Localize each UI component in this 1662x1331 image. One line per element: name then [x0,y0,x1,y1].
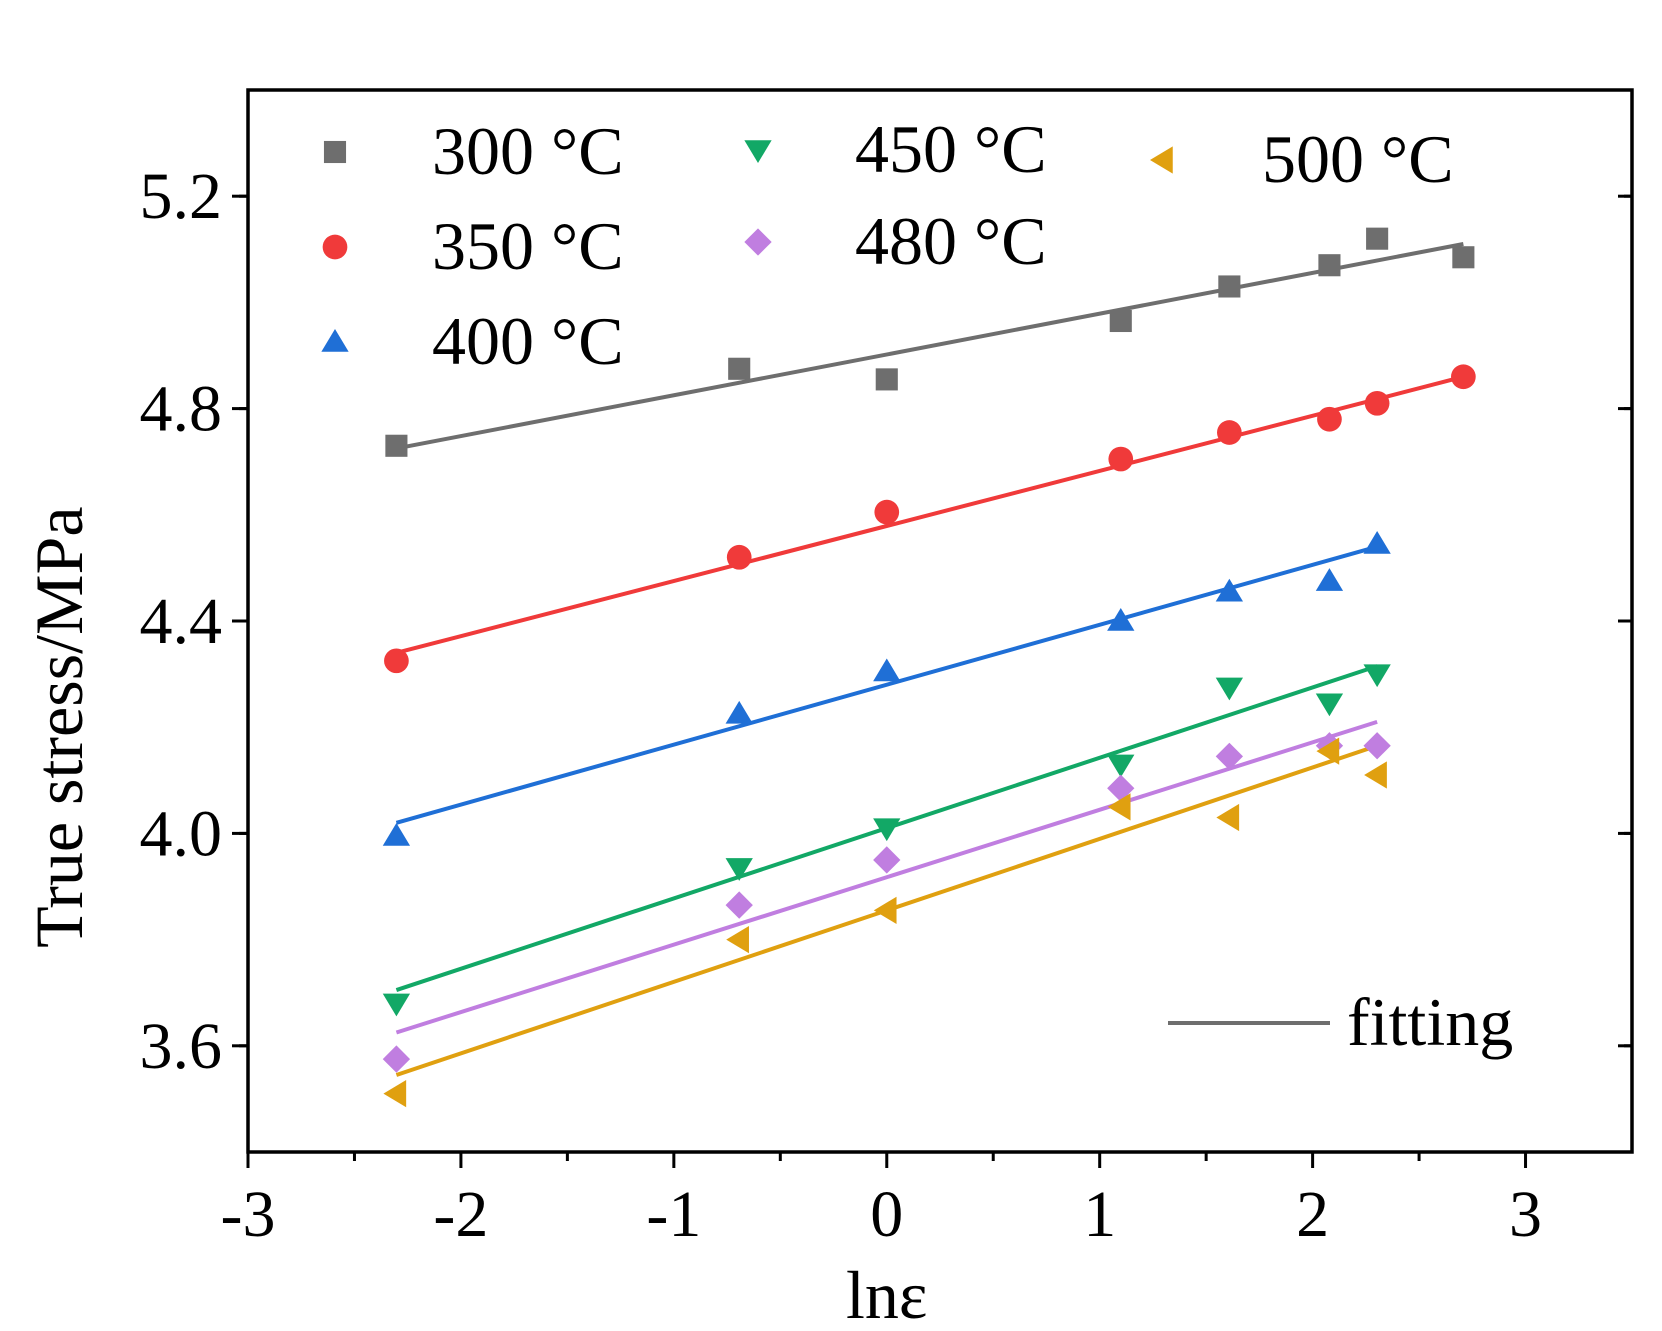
legend-fit-label: fitting [1347,984,1513,1060]
data-point [382,1045,411,1073]
legend-marker [744,140,772,163]
data-point [1315,693,1344,717]
y-tick-label: 4.8 [140,373,223,446]
data-point [1317,406,1342,432]
data-point [1216,803,1240,832]
data-markers [382,227,1476,1108]
legend-label: 350 °C [432,208,624,284]
data-point [1363,732,1391,760]
data-point [382,993,411,1017]
data-point [383,1079,407,1108]
fit-line-2 [395,544,1378,825]
data-point [1364,761,1387,789]
data-point [875,368,898,391]
x-tick-label: 0 [870,1178,903,1251]
legend-marker [323,140,347,164]
data-point [873,818,901,842]
data-point [1363,531,1391,554]
x-tick-label: 1 [1083,1178,1116,1251]
data-point [1451,364,1476,390]
data-point [1215,578,1244,602]
y-tick-label: 5.2 [140,160,223,233]
data-point [725,700,753,724]
legend-marker [744,228,772,256]
legend-label: 480 °C [855,203,1047,279]
data-point [873,658,901,682]
data-point [725,858,753,881]
legend: 300 °C 350 °C 400 °C 450 °C 480 °C 500 °C fitt… [321,111,1513,1060]
data-point [1215,677,1244,701]
y-tick-label: 4.0 [140,797,223,870]
data-point [1363,664,1391,688]
data-point [1366,227,1389,250]
data-point [1218,275,1241,298]
x-tick-label: -1 [646,1178,701,1251]
data-point [728,357,751,380]
data-point [726,925,749,954]
data-point [1107,608,1135,631]
x-axis-title: lnε [846,1257,927,1331]
x-tick-label: -2 [433,1178,488,1251]
data-point [384,648,409,674]
fit-line-1 [395,374,1464,655]
data-point [1108,446,1134,472]
legend-label: 400 °C [432,303,624,379]
fit-line-0 [396,242,1464,451]
fit-line-4 [395,719,1378,1035]
legend-marker [321,329,349,352]
data-point [1452,246,1475,269]
data-point [1316,737,1340,765]
y-tick-label: 4.4 [140,585,223,658]
legend-label: 300 °C [432,113,624,189]
data-point [873,846,901,874]
y-axis-title: True stress/MPa [21,506,97,947]
x-tick-label: -3 [221,1178,276,1251]
legend-marker [1150,146,1173,174]
data-point [873,896,897,925]
legend-label: 500 °C [1262,121,1454,197]
data-point [1109,309,1132,333]
legend-marker [322,234,348,260]
y-tick-label: 3.6 [140,1010,223,1083]
x-tick-label: 3 [1509,1178,1542,1251]
data-point [1107,754,1135,778]
legend-label: 450 °C [855,111,1047,187]
data-point [726,544,752,570]
data-point [1217,420,1242,445]
data-point [725,891,753,919]
data-point [1364,390,1390,416]
data-point [874,499,900,525]
data-point [1107,793,1131,821]
data-point [1318,254,1341,277]
x-tick-label: 2 [1296,1178,1329,1251]
data-point [1315,568,1344,591]
data-point [382,823,411,846]
axis-ticks: -3 -2 -1 0 1 2 3 3.6 4.0 4.4 4.8 5.2 [140,160,1632,1251]
data-point [1215,742,1244,771]
data-point [385,434,408,457]
